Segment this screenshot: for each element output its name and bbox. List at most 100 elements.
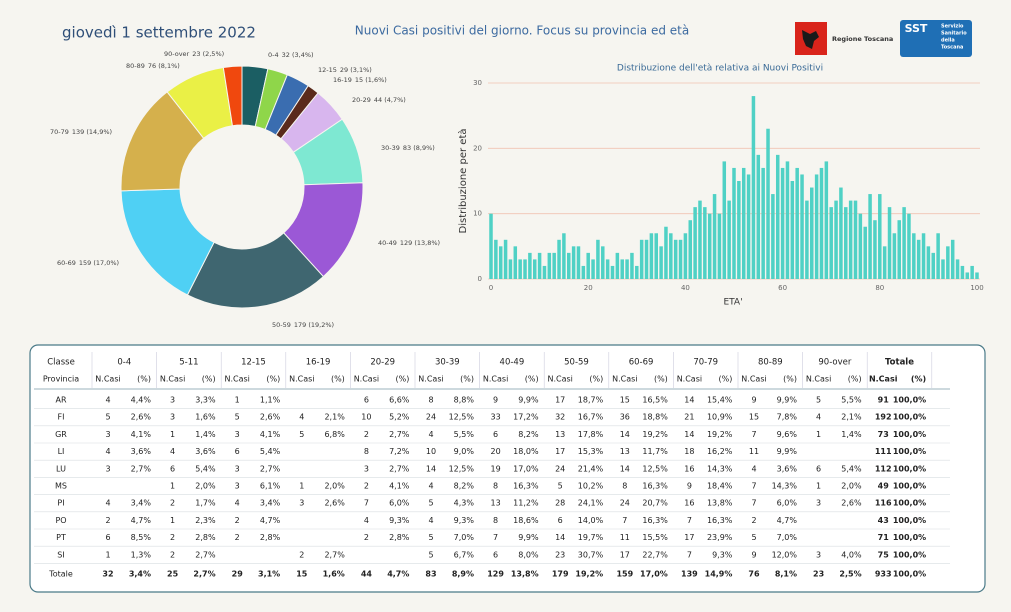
slice-value: 76 (8,1%)	[148, 62, 180, 70]
table-cell: 2,1%	[324, 413, 345, 422]
bar	[946, 246, 950, 279]
table-cell: 100,0%	[893, 482, 926, 491]
slice-label: 60-69 159 (17,0%)	[57, 259, 119, 267]
bar	[902, 207, 906, 279]
table-cell: 3	[235, 482, 240, 491]
bar	[950, 239, 955, 279]
table-cell: 1	[235, 396, 240, 405]
table-cell: 6	[493, 430, 498, 439]
slice-label: 90-over 23 (2,5%)	[164, 50, 224, 58]
bar	[596, 239, 600, 279]
table-cell: 15	[749, 413, 759, 422]
table-cell: 4	[105, 499, 110, 508]
table-cell: 2,0%	[195, 482, 216, 491]
table-cell: 5	[235, 413, 240, 422]
bar	[508, 259, 513, 279]
total-cell: 139	[681, 570, 698, 579]
bar	[683, 233, 688, 279]
table-cell: 23	[555, 550, 565, 559]
slice-category: 90-over	[164, 50, 190, 58]
table-cell: 3	[364, 464, 369, 473]
table-cell: 14	[620, 464, 630, 473]
bar	[567, 252, 571, 279]
table-cell: 3	[299, 499, 304, 508]
bar	[746, 174, 751, 279]
bar	[931, 252, 936, 279]
table-cell: 14	[684, 396, 694, 405]
table-cell: 5	[105, 413, 110, 422]
slice-label: 50-59 179 (19,2%)	[272, 321, 334, 329]
donut-slice	[222, 65, 243, 127]
table-cell: 13,8%	[707, 499, 733, 508]
total-cell: 32	[102, 570, 113, 579]
table-cell: 9,9%	[777, 447, 798, 456]
slice-value: 83 (8,9%)	[403, 144, 435, 152]
sst-logo-text: SST	[905, 22, 928, 35]
table-cell: FI	[58, 413, 65, 422]
total-cell: 44	[361, 570, 373, 579]
bar	[678, 239, 683, 279]
table-cell: 9,9%	[518, 396, 539, 405]
table-cell: 5,2%	[389, 413, 410, 422]
bar	[785, 161, 790, 279]
table-cell: 49	[878, 482, 890, 491]
table-cell: 6	[558, 516, 563, 525]
bar	[717, 213, 722, 279]
table-cell: 5,4%	[195, 464, 216, 473]
subheader-cell: N.Casi	[160, 375, 185, 384]
sst-logo-line: della	[941, 38, 955, 44]
table-cell: 6,7%	[454, 550, 475, 559]
sst-logo-mark	[900, 20, 972, 57]
table-cell: 9,6%	[777, 430, 798, 439]
bar	[528, 252, 532, 279]
table-cell: 7	[751, 499, 756, 508]
slice-category: 30-39	[381, 144, 400, 152]
table-cell: 4	[428, 482, 433, 491]
table-cell: 2,7%	[389, 430, 410, 439]
bar	[732, 167, 736, 279]
bar	[960, 265, 965, 279]
bar	[921, 233, 926, 279]
table-cell: 2,0%	[841, 482, 862, 491]
bar	[620, 259, 624, 279]
table-cell: 13	[620, 447, 630, 456]
table-cell: 1,6%	[195, 413, 216, 422]
table-cell: 17	[555, 396, 565, 405]
table-cell: 8	[493, 516, 498, 525]
table-cell: 19,2%	[707, 430, 733, 439]
table-frame	[29, 344, 986, 593]
table-cell: 6	[170, 464, 175, 473]
table-cell: 5	[816, 396, 821, 405]
table-cell: 11	[620, 533, 630, 542]
table-cell: 7	[622, 516, 627, 525]
table-cell: 2,7%	[324, 550, 345, 559]
table-cell: 100,0%	[893, 499, 926, 508]
subheader-cell: N.Casi	[741, 375, 766, 384]
table-cell: 17	[620, 550, 630, 559]
table-cell: 5	[428, 533, 433, 542]
table-cell: 5	[428, 499, 433, 508]
table-cell: 10	[426, 447, 436, 456]
bar	[766, 128, 770, 279]
table-cell: 8	[428, 396, 433, 405]
subheader-cell: (%)	[331, 375, 345, 384]
table-cell: 100,0%	[893, 516, 926, 525]
table-cell: 10,9%	[707, 413, 733, 422]
table-cell: 17	[684, 533, 694, 542]
table-cell: 6	[816, 464, 821, 473]
table-cell: 7,0%	[777, 533, 798, 542]
bar	[751, 96, 756, 279]
table-cell: 7,8%	[777, 413, 798, 422]
bar	[576, 246, 581, 279]
bar	[829, 207, 833, 279]
table-cell: LI	[58, 447, 65, 456]
table-cell: 24	[555, 464, 565, 473]
table-cell: 7,2%	[389, 447, 410, 456]
table-cell: 4	[235, 499, 240, 508]
table-cell: 12,5%	[642, 464, 668, 473]
subheader-cell: N.Casi	[677, 375, 702, 384]
subheader-cell: (%)	[848, 375, 862, 384]
table-cell: 5,5%	[841, 396, 862, 405]
subheader-cell: (%)	[266, 375, 280, 384]
